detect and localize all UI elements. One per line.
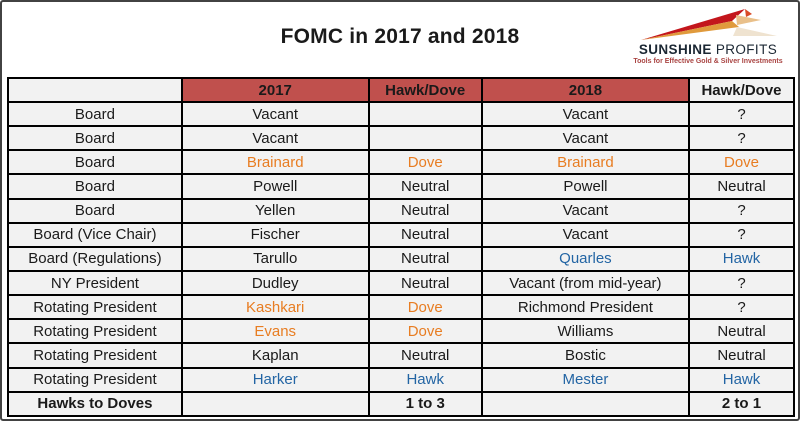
table-cell: Dove [367, 294, 483, 321]
table-cell [367, 125, 483, 152]
table-cell: Board [7, 149, 183, 176]
table-row: Board (Vice Chair) Fischer Neutral Vacant? [7, 221, 795, 248]
table-row: Board (Regulations) Tarullo Neutral Quarles… [7, 245, 795, 272]
table-cell: Neutral [688, 318, 795, 345]
column-header: 2017 [180, 77, 370, 103]
table-row: Board Yellen Neutral Vacant? [7, 197, 795, 224]
table-cell: Hawk [367, 366, 483, 393]
table-row: NY President Dudley Neutral Vacant (from mi… [7, 269, 795, 297]
table-cell: Fischer [180, 221, 370, 248]
table-row: Rotating President Kaplan Neutral Bostic Neu… [7, 342, 795, 369]
table-header-row: 2017 Hawk/Dove 2018 Hawk/Dove [7, 77, 795, 103]
table-cell: Rotating President [7, 366, 183, 393]
table-cell: Yellen [180, 197, 370, 224]
table-cell: ? [688, 197, 795, 224]
table-cell: ? [688, 100, 795, 128]
table-cell: Board [7, 125, 183, 152]
table-cell: Quarles [480, 245, 691, 272]
table-row: Rotating President Kashkari Dove Richmond P… [7, 294, 795, 321]
table-cell: ? [688, 125, 795, 152]
table-cell: Dove [367, 149, 483, 176]
table-row: Board Brainard Dove Brainard Dove [7, 149, 795, 176]
column-header [7, 77, 183, 103]
table-cell: Dudley [180, 269, 370, 297]
table-cell: Neutral [688, 173, 795, 200]
table-row: Board Powell Neutral Powell Neutral [7, 173, 795, 200]
table-cell: Bostic [480, 342, 691, 369]
column-header: 2018 [480, 77, 691, 103]
table-cell: Tarullo [180, 245, 370, 272]
table-row: Board Vacant Vacant? [7, 100, 795, 128]
table-row: Board Vacant Vacant? [7, 125, 795, 152]
table-cell: ? [688, 269, 795, 297]
table-cell: Brainard [480, 149, 691, 176]
table-cell: Neutral [367, 221, 483, 248]
table-cell: Vacant [180, 100, 370, 128]
table-cell: Powell [480, 173, 691, 200]
sunshine-profits-logo: SUNSHINE PROFITS Tools for Effective Gold… [626, 7, 790, 67]
table-cell: Evans [180, 318, 370, 345]
table-cell: Powell [180, 173, 370, 200]
table-cell: Kashkari [180, 294, 370, 321]
table-cell: Hawk [688, 245, 795, 272]
table-cell: ? [688, 294, 795, 321]
table-cell: Brainard [180, 149, 370, 176]
table-cell: Board (Regulations) [7, 245, 183, 272]
brand-name-bold: SUNSHINE [638, 42, 712, 57]
table-cell: Hawks to Doves [7, 390, 183, 418]
table-row: Hawks to Doves 1 to 3 2 to 1 [7, 390, 795, 418]
table-row: Rotating President Evans Dove Williams Neutr… [7, 318, 795, 345]
table-cell [367, 100, 483, 128]
table-body: Board Vacant Vacant? Board Vacant Vacant? Boar… [7, 100, 795, 418]
table-cell: Vacant [480, 197, 691, 224]
page-title: FOMC in 2017 and 2018 [280, 25, 520, 48]
table-cell: Dove [688, 149, 795, 176]
table-cell: Williams [480, 318, 691, 345]
brand-name-light: PROFITS [715, 42, 778, 57]
table-cell [480, 390, 691, 418]
table-cell: Rotating President [7, 294, 183, 321]
table-cell: Richmond President [480, 294, 691, 321]
table-cell: Vacant [480, 125, 691, 152]
table-cell: Vacant [480, 221, 691, 248]
table-cell: Board [7, 100, 183, 128]
column-header: Hawk/Dove [688, 77, 795, 103]
table-cell: Rotating President [7, 318, 183, 345]
table-cell: Vacant [480, 100, 691, 128]
table-cell: Vacant [180, 125, 370, 152]
table-cell [180, 390, 370, 418]
table-cell: Neutral [367, 269, 483, 297]
table-cell: Neutral [367, 245, 483, 272]
table-cell: Neutral [688, 342, 795, 369]
fomc-table: 2017 Hawk/Dove 2018 Hawk/Dove Board Vacant Va… [7, 77, 795, 418]
brand-tagline: Tools for Effective Gold & Silver Invest… [633, 58, 783, 65]
table-cell: Vacant (from mid-year) [480, 269, 691, 297]
table-cell: Rotating President [7, 342, 183, 369]
column-header: Hawk/Dove [367, 77, 483, 103]
table-cell: Board [7, 173, 183, 200]
table-cell: ? [688, 221, 795, 248]
table-cell: 1 to 3 [367, 390, 483, 418]
table-cell: 2 to 1 [688, 390, 795, 418]
table-row: Rotating President Harker Hawk Mester Hawk [7, 366, 795, 393]
table-cell: Neutral [367, 173, 483, 200]
table-cell: Board [7, 197, 183, 224]
sunshine-arrow-icon [641, 9, 777, 40]
table-cell: Neutral [367, 197, 483, 224]
table-cell: Board (Vice Chair) [7, 221, 183, 248]
table-cell: Dove [367, 318, 483, 345]
table-cell: Neutral [367, 342, 483, 369]
table-cell: Mester [480, 366, 691, 393]
table-cell: Kaplan [180, 342, 370, 369]
table-cell: Hawk [688, 366, 795, 393]
brand-name: SUNSHINE PROFITS [626, 43, 790, 57]
table-cell: Harker [180, 366, 370, 393]
table-cell: NY President [7, 269, 183, 297]
